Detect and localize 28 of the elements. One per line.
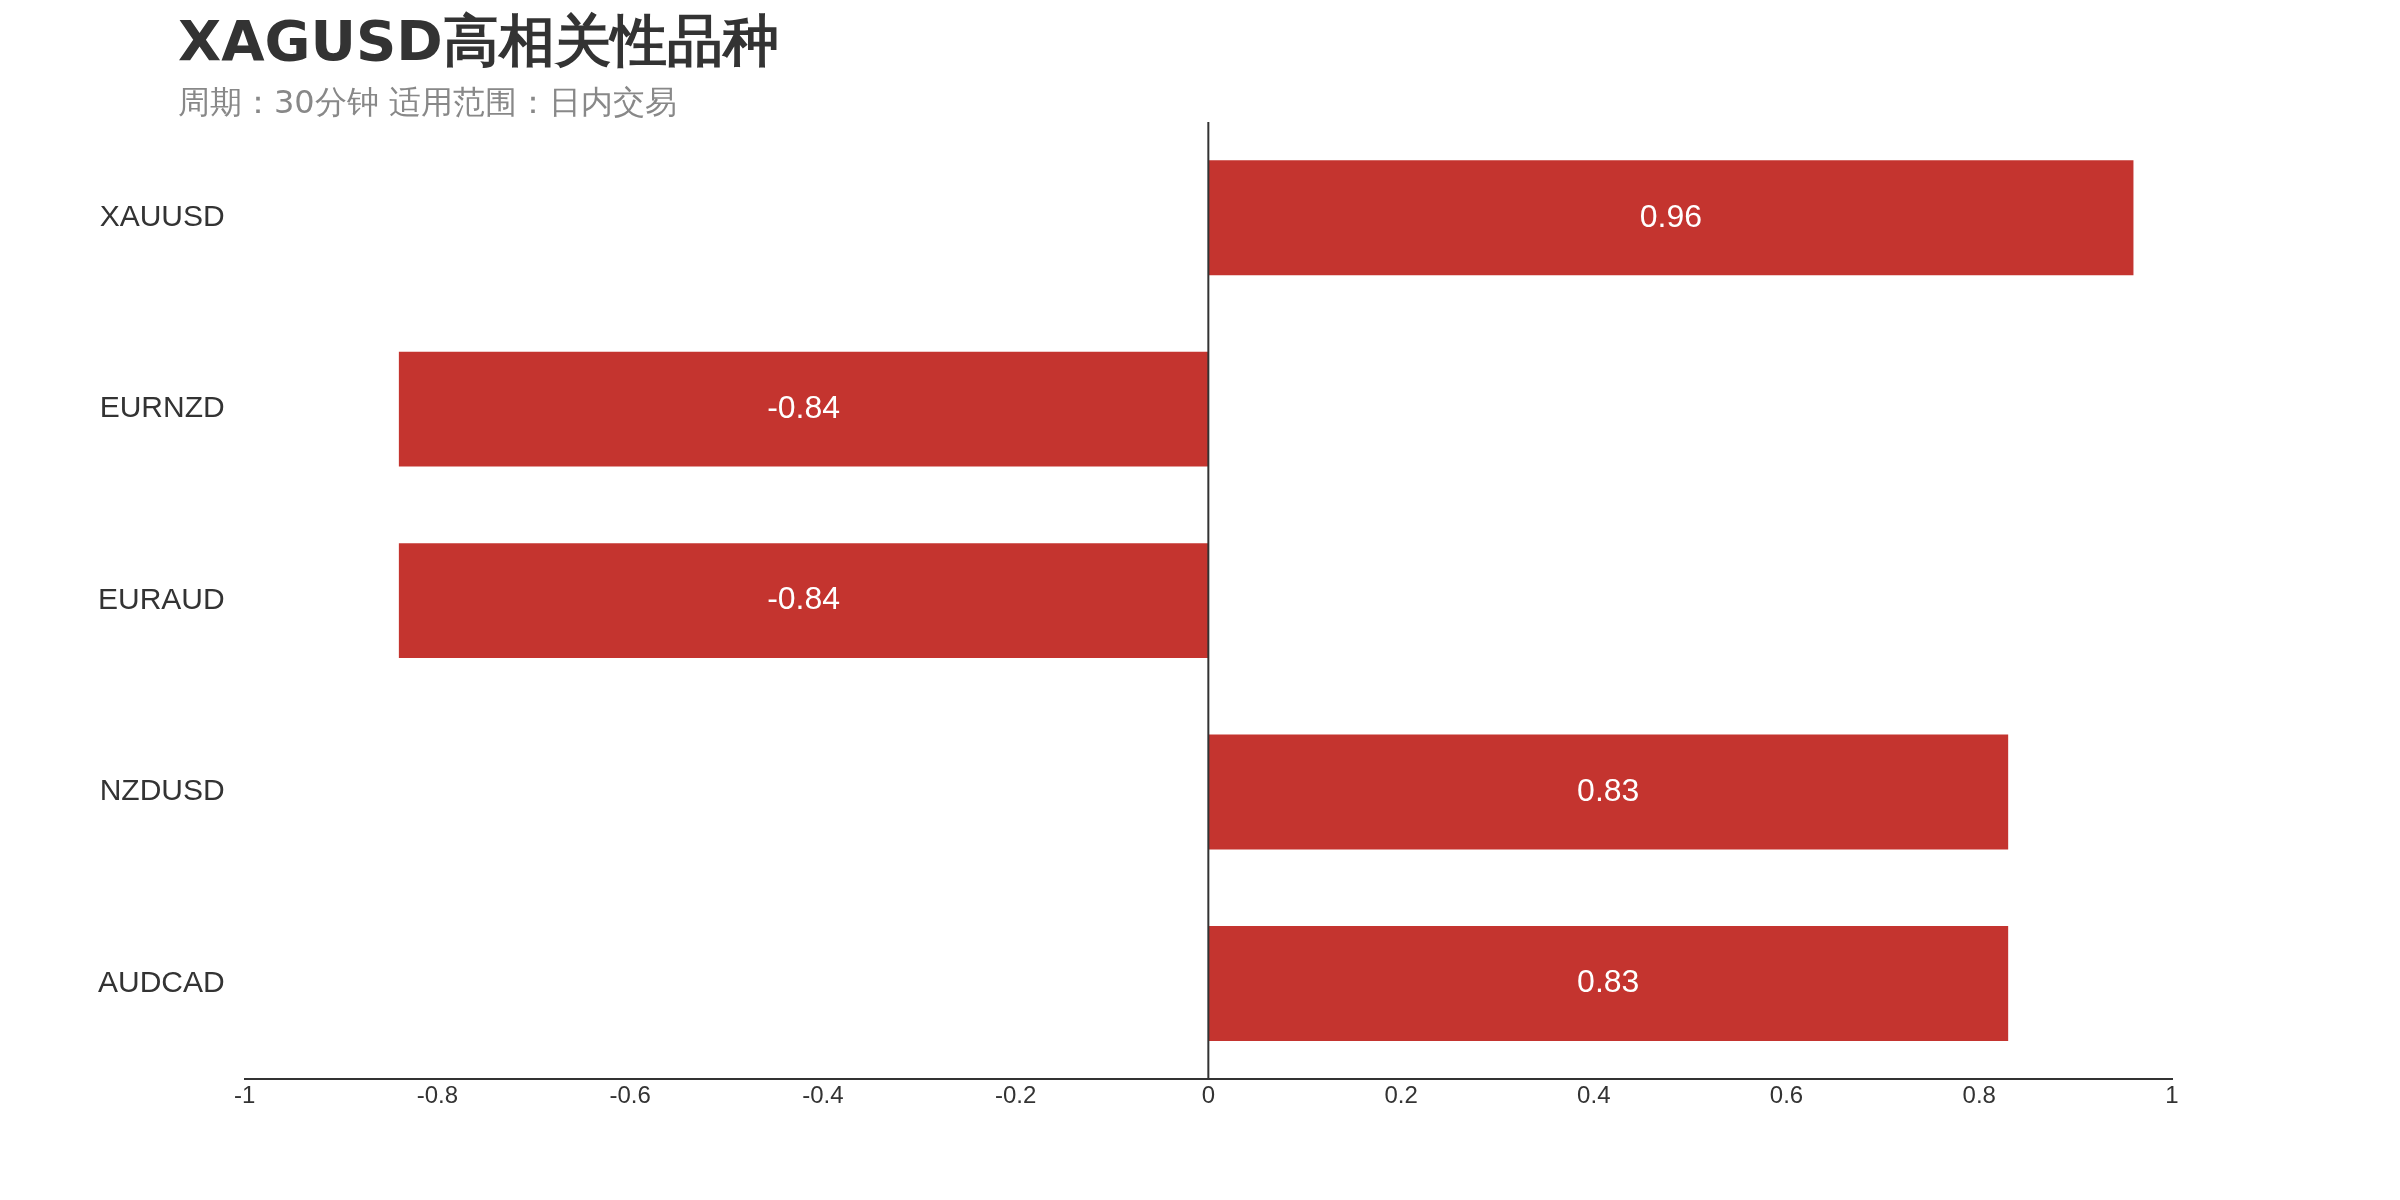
y-tick-label: EURNZD: [99, 390, 225, 424]
data-label: 0.83: [1577, 771, 1640, 808]
data-label: -0.84: [767, 388, 841, 425]
data-label: -0.84: [767, 580, 841, 617]
chart-subtitle: 周期：30分钟 适用范围：日内交易: [178, 82, 678, 123]
y-tick-label: EURAUD: [97, 581, 225, 615]
data-label: 0.83: [1577, 963, 1640, 1000]
y-tick-label: XAUUSD: [99, 198, 225, 232]
x-tick-label: 0: [1201, 1081, 1216, 1109]
x-tick-label: -0.8: [416, 1081, 459, 1109]
data-label: 0.96: [1639, 197, 1703, 234]
x-tick-label: -1: [234, 1081, 256, 1109]
y-tick-label: AUDCAD: [97, 964, 225, 998]
y-tick-label: NZDUSD: [99, 773, 225, 807]
x-tick-label: -0.6: [609, 1081, 651, 1109]
x-tick-label: -0.4: [802, 1081, 844, 1109]
x-tick-label: 0.2: [1384, 1081, 1418, 1109]
x-tick-label: 0.4: [1577, 1081, 1611, 1109]
x-tick-label: -0.2: [994, 1081, 1037, 1109]
bar: [1208, 926, 2009, 1041]
x-tick-label: 0.6: [1769, 1081, 1804, 1109]
bar: [398, 351, 1209, 467]
bar: [398, 543, 1209, 659]
x-tick-label: 1: [2165, 1081, 2179, 1109]
bar: [1208, 734, 2009, 850]
x-tick-label: 0.8: [1962, 1081, 1996, 1109]
chart-title: XAGUSD高相关性品种: [178, 8, 780, 74]
bar: [1208, 160, 2134, 276]
